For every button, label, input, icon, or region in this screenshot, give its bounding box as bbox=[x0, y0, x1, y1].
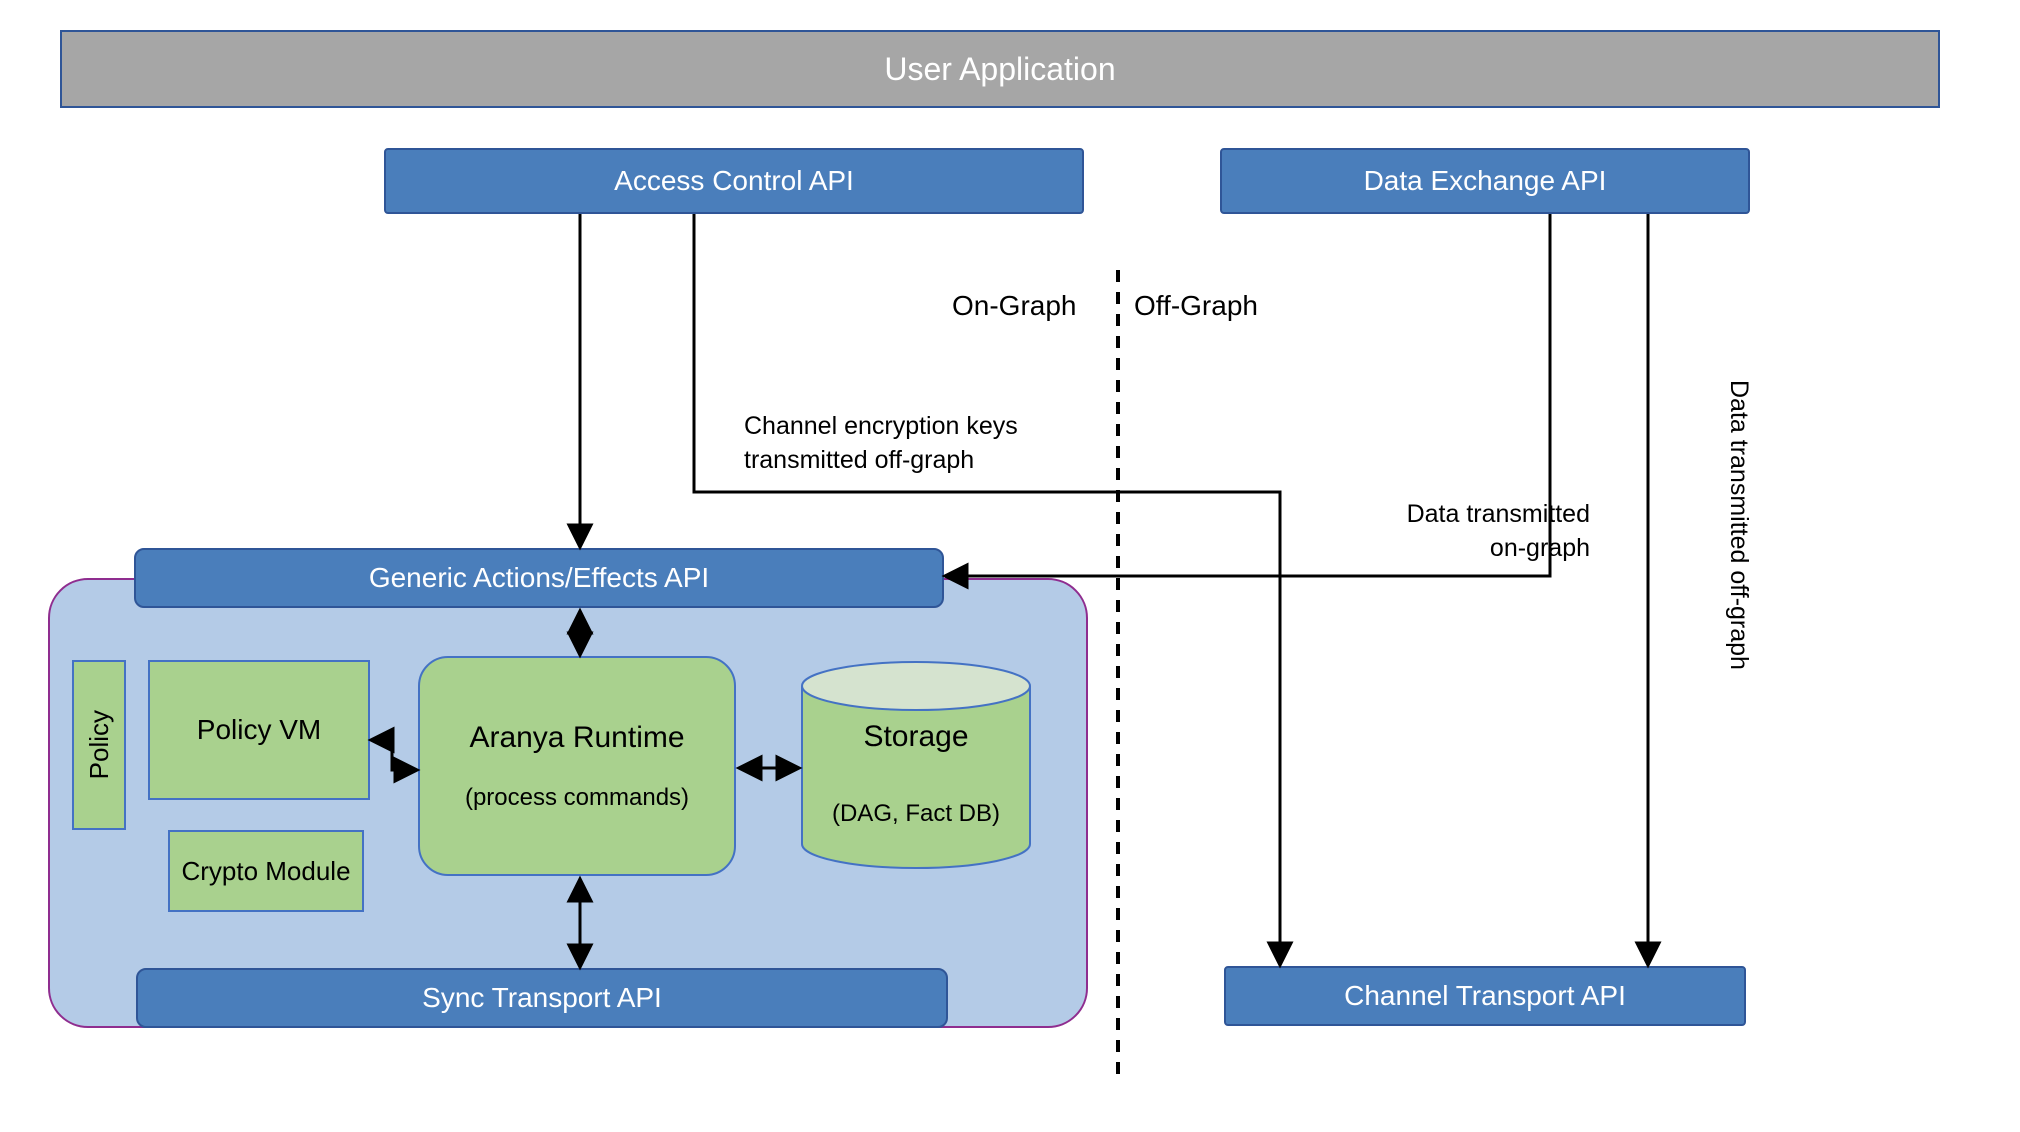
aranya-runtime-subtitle: (process commands) bbox=[465, 784, 689, 812]
user-application-label: User Application bbox=[884, 51, 1115, 88]
generic-actions-api-label: Generic Actions/Effects API bbox=[369, 562, 709, 594]
policy-vm-label: Policy VM bbox=[197, 714, 321, 746]
sync-transport-api-box: Sync Transport API bbox=[136, 968, 948, 1028]
channel-transport-api-label: Channel Transport API bbox=[1344, 980, 1626, 1012]
generic-actions-api-box: Generic Actions/Effects API bbox=[134, 548, 944, 608]
off-graph-label: Off-Graph bbox=[1134, 290, 1258, 322]
user-application-box: User Application bbox=[60, 30, 1940, 108]
policy-box: Policy bbox=[72, 660, 126, 830]
storage-cylinder: Storage (DAG, Fact DB) bbox=[800, 660, 1032, 870]
aranya-runtime-title: Aranya Runtime bbox=[469, 720, 684, 756]
data-exchange-api-box: Data Exchange API bbox=[1220, 148, 1750, 214]
data-exchange-api-label: Data Exchange API bbox=[1364, 165, 1607, 197]
data-off-graph-label: Data transmitted off-graph bbox=[1724, 380, 1753, 740]
channel-transport-api-box: Channel Transport API bbox=[1224, 966, 1746, 1026]
storage-title: Storage bbox=[800, 720, 1032, 754]
channel-keys-label: Channel encryption keys transmitted off-… bbox=[744, 410, 1018, 478]
storage-subtitle: (DAG, Fact DB) bbox=[800, 800, 1032, 828]
on-graph-label: On-Graph bbox=[952, 290, 1077, 322]
crypto-module-box: Crypto Module bbox=[168, 830, 364, 912]
aranya-runtime-box: Aranya Runtime (process commands) bbox=[418, 656, 736, 876]
data-on-graph-label: Data transmitted on-graph bbox=[1370, 498, 1590, 566]
access-control-api-box: Access Control API bbox=[384, 148, 1084, 214]
crypto-module-label: Crypto Module bbox=[181, 857, 350, 886]
access-control-api-label: Access Control API bbox=[614, 165, 854, 197]
policy-label: Policy bbox=[84, 710, 115, 779]
sync-transport-api-label: Sync Transport API bbox=[422, 982, 662, 1014]
policy-vm-box: Policy VM bbox=[148, 660, 370, 800]
